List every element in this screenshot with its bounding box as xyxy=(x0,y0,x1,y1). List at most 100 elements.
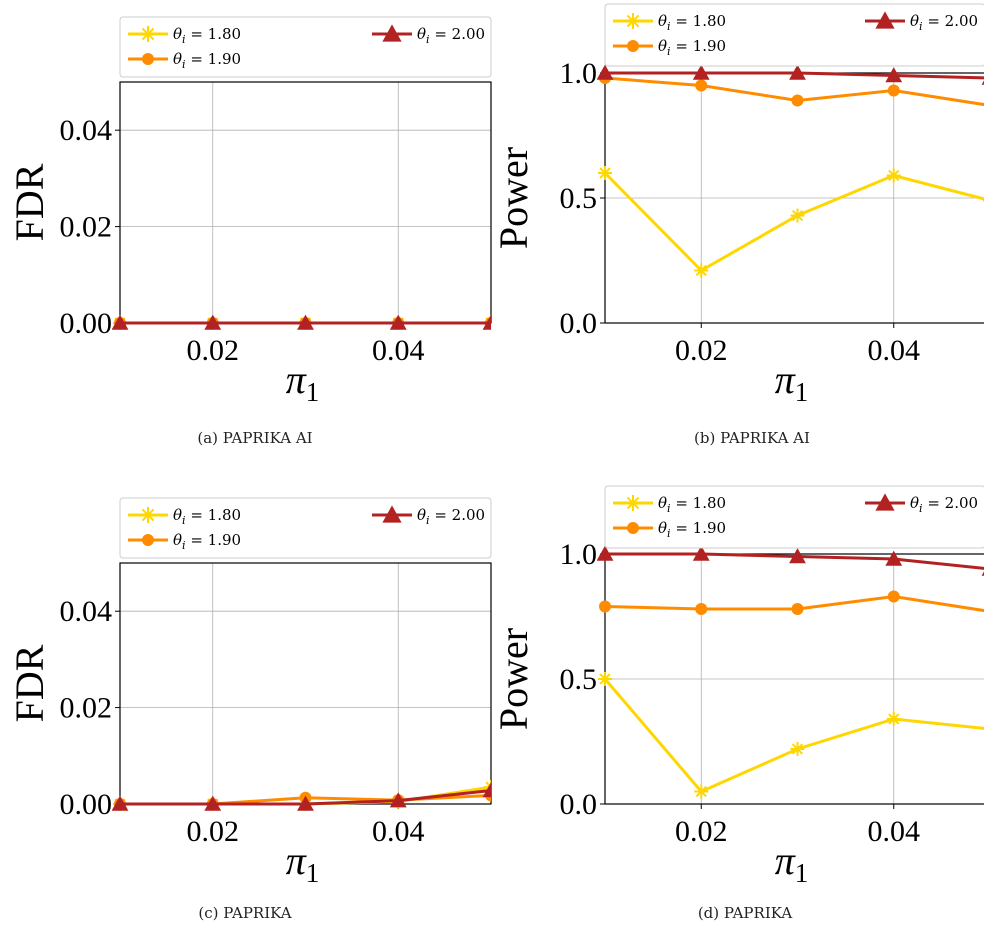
y-tick-label: 1.0 xyxy=(560,538,598,571)
y-tick-label: 1.0 xyxy=(560,57,598,90)
data-point xyxy=(886,712,901,726)
x-tick-label: 0.04 xyxy=(868,334,921,367)
data-point xyxy=(598,166,612,180)
x-axis-label: π1 xyxy=(286,838,320,888)
x-axis-label: π1 xyxy=(775,838,809,888)
legend: θi = 1.80 θi = 1.90 θi = 2.00 xyxy=(604,485,984,549)
y-tick-label: 0.0 xyxy=(560,788,598,821)
panel-caption: (a) PAPRIKA AI xyxy=(197,429,312,447)
series-group xyxy=(112,780,491,811)
series-group xyxy=(112,314,491,330)
x-tick-label: 0.04 xyxy=(868,815,921,848)
legend-label: θi = 1.80 xyxy=(658,494,726,515)
data-point xyxy=(597,64,614,80)
data-point xyxy=(981,80,984,85)
legend-marker xyxy=(627,40,639,52)
x-tick-label: 0.02 xyxy=(187,334,240,367)
legend-marker xyxy=(142,534,154,546)
series-line-1 xyxy=(603,678,984,794)
legend-entry-3: θi = 2.00 xyxy=(865,11,978,33)
panel-caption: (d) PAPRIKA xyxy=(698,904,793,922)
data-point xyxy=(887,590,900,603)
series-line-1 xyxy=(603,171,984,273)
data-point xyxy=(112,314,129,330)
data-point xyxy=(789,548,806,564)
y-tick-label: 0.04 xyxy=(60,114,113,147)
legend-entry-2: θi = 1.90 xyxy=(128,531,241,552)
y-tick-label: 0.02 xyxy=(60,692,113,725)
data-point xyxy=(887,84,900,97)
x-axis-label: π1 xyxy=(775,357,809,407)
plot-frame xyxy=(119,562,492,805)
legend-marker xyxy=(382,24,402,42)
legend-entry-1: θi = 1.80 xyxy=(613,12,726,33)
legend-marker xyxy=(140,26,156,42)
legend-label: θi = 2.00 xyxy=(910,494,978,515)
legend-box xyxy=(119,497,492,559)
legend-entry-1: θi = 1.80 xyxy=(128,506,241,527)
legend-marker xyxy=(140,507,156,523)
series-group xyxy=(597,545,984,799)
x-axis-label: π1 xyxy=(286,357,320,407)
y-axis-label: Power xyxy=(491,147,536,249)
legend-entry-1: θi = 1.80 xyxy=(128,25,241,46)
legend-label: θi = 1.80 xyxy=(173,506,241,527)
data-point xyxy=(791,94,804,107)
legend-marker xyxy=(625,495,641,511)
y-tick-label: 0.5 xyxy=(560,663,598,696)
y-tick-label: 0.00 xyxy=(60,307,113,340)
y-tick-label: 0.04 xyxy=(60,595,113,628)
legend-box xyxy=(119,16,492,78)
data-point xyxy=(886,168,901,183)
legend-entry-2: θi = 1.90 xyxy=(128,50,241,71)
legend-entry-3: θi = 2.00 xyxy=(372,505,485,527)
data-point xyxy=(695,79,708,92)
legend-label: θi = 1.90 xyxy=(173,50,241,71)
legend: θi = 1.80 θi = 1.90 θi = 2.00 xyxy=(604,3,984,67)
data-point xyxy=(790,742,805,756)
data-point xyxy=(482,782,491,798)
data-point xyxy=(692,64,710,80)
legend-label: θi = 1.80 xyxy=(658,12,726,33)
legend-marker xyxy=(875,11,895,29)
legend-label: θi = 1.90 xyxy=(173,531,241,552)
data-point xyxy=(112,795,129,811)
legend-entry-3: θi = 2.00 xyxy=(865,493,978,515)
panel-caption: (c) PAPRIKA xyxy=(198,904,291,922)
data-point xyxy=(599,600,611,613)
data-point xyxy=(482,314,491,330)
plot-frame xyxy=(119,81,492,324)
x-tick-label: 0.02 xyxy=(675,815,728,848)
data-point xyxy=(204,795,222,811)
data-point xyxy=(694,263,709,278)
legend-entry-1: θi = 1.80 xyxy=(613,494,726,515)
legend-label: θi = 2.00 xyxy=(910,12,978,33)
x-tick-label: 0.04 xyxy=(372,334,425,367)
x-tick-label: 0.02 xyxy=(187,815,240,848)
legend-label: θi = 2.00 xyxy=(417,506,485,527)
y-tick-label: 0.00 xyxy=(60,788,113,821)
legend-entry-2: θi = 1.90 xyxy=(613,519,726,540)
legend-marker xyxy=(627,522,639,534)
data-point xyxy=(598,672,612,686)
y-tick-label: 0.5 xyxy=(560,182,598,215)
data-point xyxy=(297,314,314,330)
data-point xyxy=(885,550,903,566)
y-axis-label: FDR xyxy=(7,644,52,722)
legend-marker xyxy=(382,505,402,523)
data-point xyxy=(389,792,407,808)
data-point xyxy=(981,571,984,576)
legend-entry-2: θi = 1.90 xyxy=(613,37,726,58)
legend: θi = 1.80 θi = 1.90 θi = 2.00 xyxy=(119,16,492,78)
legend-marker xyxy=(625,13,641,29)
x-tick-label: 0.02 xyxy=(675,334,728,367)
legend: θi = 1.80 θi = 1.90 θi = 2.00 xyxy=(119,497,492,559)
series-group xyxy=(597,64,984,278)
data-point xyxy=(204,314,222,330)
data-point xyxy=(692,545,710,561)
data-point xyxy=(694,784,709,799)
data-point xyxy=(389,314,407,330)
